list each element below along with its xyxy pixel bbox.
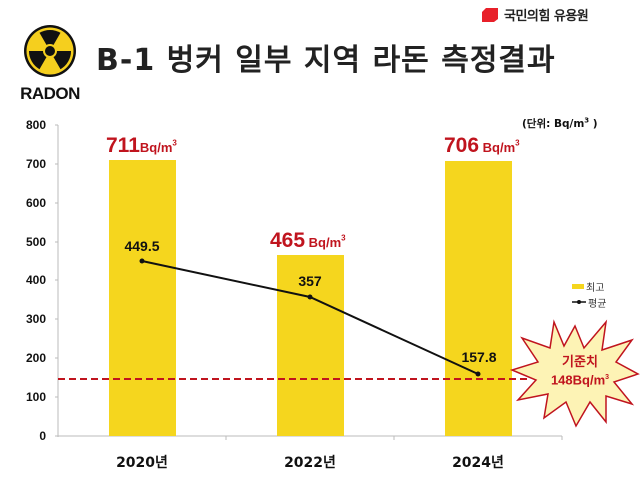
bar-2020: [109, 160, 176, 436]
brand-name: 국민의힘 유용원: [504, 9, 589, 24]
bar-2024: [445, 161, 512, 436]
point-label-2022: 357: [298, 273, 322, 289]
point-label-2020: 449.5: [124, 238, 160, 254]
party-logo-icon: [482, 7, 498, 22]
y-tick: 100: [25, 390, 46, 404]
legend-item-avg: 평균: [572, 294, 606, 310]
line-marker-icon: [572, 300, 586, 304]
x-tick: 2024년: [452, 455, 504, 471]
radon-logo: RADON: [20, 24, 80, 104]
threshold-annotation: 기준치 148Bq/m3: [550, 354, 610, 388]
y-tick: 0: [39, 429, 46, 443]
page-title: B-1 벙커 일부 지역 라돈 측정결과: [96, 43, 556, 78]
logo-text: RADON: [20, 84, 80, 103]
point-label-2024: 157.8: [461, 349, 497, 365]
bar-label-2024: 706 Bq/m3: [444, 134, 520, 157]
unit-label: (단위: Bq/m3 ): [522, 116, 598, 131]
y-tick: 400: [25, 273, 46, 287]
y-tick: 200: [25, 351, 46, 365]
y-tick: 800: [25, 118, 46, 132]
x-tick: 2022년: [284, 455, 336, 471]
y-tick: 500: [25, 235, 46, 249]
brand: 국민의힘 유용원: [482, 5, 589, 24]
bar-swatch-icon: [572, 283, 584, 289]
legend-item-max: 최고: [572, 278, 606, 294]
y-tick: 600: [25, 196, 46, 210]
bar-label-2022: 465 Bq/m3: [270, 229, 346, 252]
bar-2022: [277, 255, 344, 436]
legend: 최고 평균: [572, 278, 606, 310]
x-tick: 2020년: [116, 455, 168, 471]
y-tick: 300: [25, 312, 46, 326]
y-tick: 700: [25, 157, 46, 171]
radiation-icon: [24, 25, 76, 77]
bar-label-2020: 711Bq/m3: [106, 134, 177, 157]
starburst-icon: [510, 319, 640, 428]
